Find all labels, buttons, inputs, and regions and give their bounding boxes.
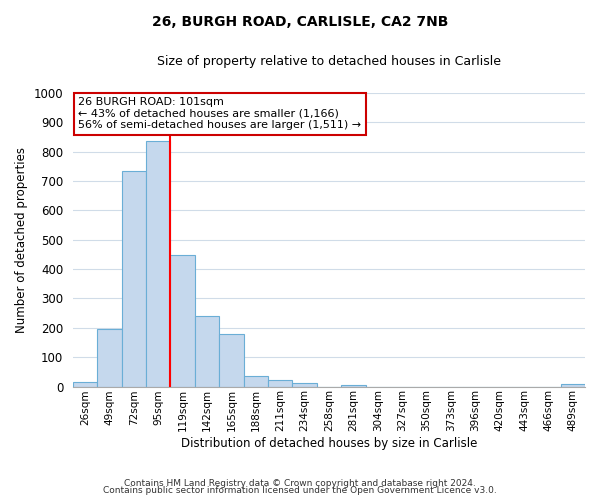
Text: Contains public sector information licensed under the Open Government Licence v3: Contains public sector information licen… <box>103 486 497 495</box>
Y-axis label: Number of detached properties: Number of detached properties <box>15 146 28 332</box>
Bar <box>244 376 268 386</box>
Bar <box>122 170 146 386</box>
Text: 26, BURGH ROAD, CARLISLE, CA2 7NB: 26, BURGH ROAD, CARLISLE, CA2 7NB <box>152 15 448 29</box>
Title: Size of property relative to detached houses in Carlisle: Size of property relative to detached ho… <box>157 55 501 68</box>
Bar <box>560 384 585 386</box>
Bar <box>97 328 122 386</box>
Bar <box>73 382 97 386</box>
X-axis label: Distribution of detached houses by size in Carlisle: Distribution of detached houses by size … <box>181 437 477 450</box>
Bar <box>341 385 365 386</box>
Bar <box>195 316 219 386</box>
Bar <box>219 334 244 386</box>
Bar <box>170 255 195 386</box>
Bar <box>268 380 292 386</box>
Text: Contains HM Land Registry data © Crown copyright and database right 2024.: Contains HM Land Registry data © Crown c… <box>124 478 476 488</box>
Bar <box>292 383 317 386</box>
Bar <box>146 141 170 386</box>
Text: 26 BURGH ROAD: 101sqm
← 43% of detached houses are smaller (1,166)
56% of semi-d: 26 BURGH ROAD: 101sqm ← 43% of detached … <box>78 97 361 130</box>
